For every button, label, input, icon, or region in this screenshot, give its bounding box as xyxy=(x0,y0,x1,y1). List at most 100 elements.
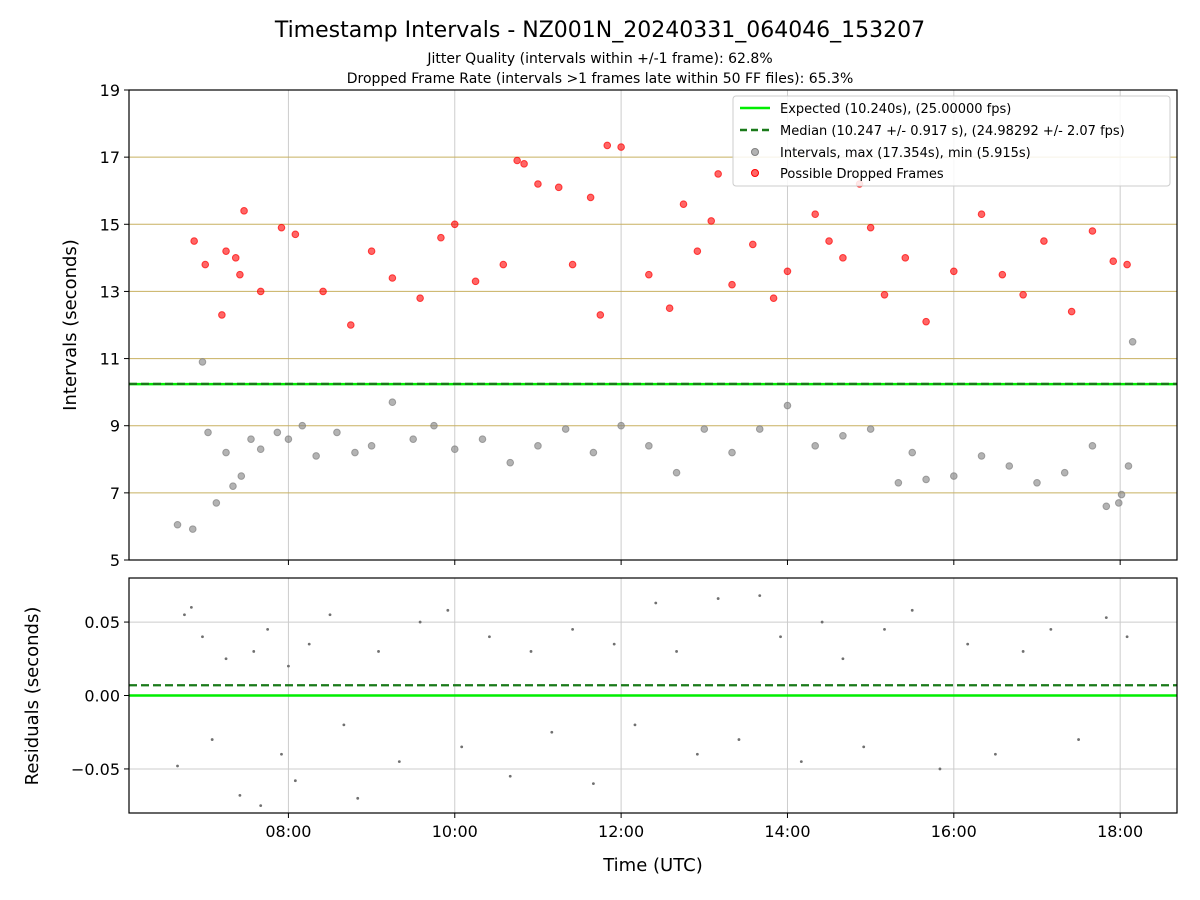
residual-point xyxy=(280,752,283,756)
dropped-frame-point xyxy=(783,267,792,276)
dropped-frame-point xyxy=(231,254,240,262)
dropped-frame-point xyxy=(714,170,722,178)
dropped-frame-point xyxy=(1019,290,1027,299)
y-tick-label: 13 xyxy=(100,282,120,301)
legend-intervals-label: Intervals, max (17.354s), min (5.915s) xyxy=(780,146,1031,161)
interval-point xyxy=(333,428,341,437)
residual-point xyxy=(654,601,658,605)
top-plot-frame xyxy=(128,89,1178,561)
legend-dropped-label: Possible Dropped Frames xyxy=(780,167,944,182)
chart-subtitle-dropped: Dropped Frame Rate (intervals >1 frames … xyxy=(347,71,854,87)
residual-point xyxy=(328,613,332,617)
interval-point xyxy=(204,428,212,437)
dropped-frame-point xyxy=(520,160,528,168)
residual-point xyxy=(675,650,678,653)
residual-point xyxy=(716,597,720,600)
dropped-frame-point xyxy=(769,294,778,302)
dropped-frame-point xyxy=(749,240,757,249)
residual-point xyxy=(446,608,450,612)
dropped-frame-point xyxy=(471,277,480,286)
interval-point xyxy=(811,442,819,450)
dropped-frame-point xyxy=(693,247,702,255)
interval-point xyxy=(173,520,182,529)
y-tick-label: 5 xyxy=(110,551,120,570)
x-tick-label: 12:00 xyxy=(598,822,644,841)
interval-point xyxy=(1114,499,1123,507)
dropped-frame-point xyxy=(679,200,688,208)
top-y-ticks: 5 7 9 11 13 15 17 19 xyxy=(100,81,129,570)
dropped-frame-point xyxy=(291,230,300,239)
dropped-frame-point xyxy=(922,317,930,326)
dropped-frame-point xyxy=(811,210,819,219)
dropped-frame-point xyxy=(645,270,653,279)
bottom-scatter xyxy=(176,594,1129,808)
interval-point xyxy=(1088,442,1097,450)
bottom-y-ticks: −0.05 0.00 0.05 xyxy=(71,613,129,779)
y-tick-label: 9 xyxy=(110,417,120,436)
interval-point xyxy=(1033,478,1041,487)
interval-point xyxy=(388,398,397,407)
interval-point xyxy=(409,435,417,443)
top-scatter xyxy=(173,141,1137,533)
bottom-reference-lines xyxy=(129,684,1177,697)
residual-point xyxy=(1049,628,1053,631)
interval-point xyxy=(894,478,903,487)
residual-point xyxy=(259,804,263,808)
chart-subtitle-jitter: Jitter Quality (intervals within +/-1 fr… xyxy=(426,51,772,67)
residual-point xyxy=(1104,616,1108,620)
dropped-frame-point xyxy=(1088,227,1097,235)
residual-point xyxy=(418,620,422,624)
residual-point xyxy=(377,650,380,653)
dropped-frame-point xyxy=(277,223,286,232)
dropped-frame-point xyxy=(319,287,327,296)
interval-point xyxy=(188,525,197,533)
bottom-y-axis-label: Residuals (seconds) xyxy=(22,607,43,786)
residual-point xyxy=(1021,650,1025,653)
interval-point xyxy=(247,435,255,443)
residual-point xyxy=(183,613,186,617)
x-tick-label: 10:00 xyxy=(432,822,478,841)
residual-point xyxy=(910,608,914,612)
interval-point xyxy=(298,421,307,430)
x-axis-label: Time (UTC) xyxy=(602,855,703,876)
interval-point xyxy=(645,442,653,450)
interval-point xyxy=(1124,462,1133,470)
residual-point xyxy=(508,774,512,778)
dropped-frame-point xyxy=(901,254,910,262)
y-tick-label: 11 xyxy=(100,350,120,369)
legend-dropped-swatch xyxy=(751,169,759,177)
dropped-frame-point xyxy=(416,294,424,302)
interval-point xyxy=(1060,468,1069,477)
residual-point xyxy=(460,745,464,749)
y-tick-label: −0.05 xyxy=(71,760,120,779)
interval-point xyxy=(589,448,598,457)
dropped-frame-point xyxy=(1109,257,1118,266)
interval-point xyxy=(351,448,359,457)
dropped-frame-point xyxy=(534,180,542,188)
dropped-frame-point xyxy=(998,270,1007,279)
y-tick-label: 7 xyxy=(110,484,120,503)
legend-median-label: Median (10.247 +/- 0.917 s), (24.98292 +… xyxy=(780,124,1125,139)
y-tick-label: 0.00 xyxy=(84,687,120,706)
residual-point xyxy=(293,779,297,783)
interval-point xyxy=(430,421,438,430)
residual-point xyxy=(529,650,533,653)
dropped-frame-point xyxy=(256,287,265,296)
interval-point xyxy=(950,472,958,480)
dropped-frame-point xyxy=(977,210,986,219)
residual-point xyxy=(994,752,997,756)
y-tick-label: 0.05 xyxy=(84,613,120,632)
interval-point xyxy=(908,448,917,457)
interval-point xyxy=(256,445,265,454)
interval-point xyxy=(866,425,875,433)
dropped-frame-point xyxy=(240,207,248,215)
residual-point xyxy=(210,738,214,741)
interval-point xyxy=(1117,490,1126,499)
residual-point xyxy=(1125,635,1129,639)
dropped-frame-point xyxy=(346,321,355,329)
residual-point xyxy=(758,594,762,598)
legend-intervals-swatch xyxy=(751,148,759,156)
x-tick-label: 18:00 xyxy=(1097,822,1143,841)
interval-point xyxy=(222,448,230,457)
